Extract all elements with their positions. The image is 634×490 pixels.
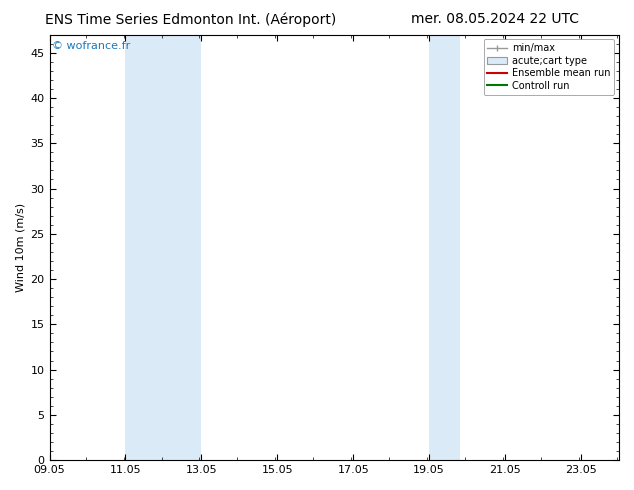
Legend: min/max, acute;cart type, Ensemble mean run, Controll run: min/max, acute;cart type, Ensemble mean … <box>484 40 614 95</box>
Bar <box>126 35 202 460</box>
Bar <box>429 35 460 460</box>
Text: mer. 08.05.2024 22 UTC: mer. 08.05.2024 22 UTC <box>411 12 578 26</box>
Text: © wofrance.fr: © wofrance.fr <box>53 41 131 51</box>
Text: ENS Time Series Edmonton Int. (Aéroport): ENS Time Series Edmonton Int. (Aéroport) <box>44 12 336 27</box>
Y-axis label: Wind 10m (m/s): Wind 10m (m/s) <box>15 203 25 292</box>
